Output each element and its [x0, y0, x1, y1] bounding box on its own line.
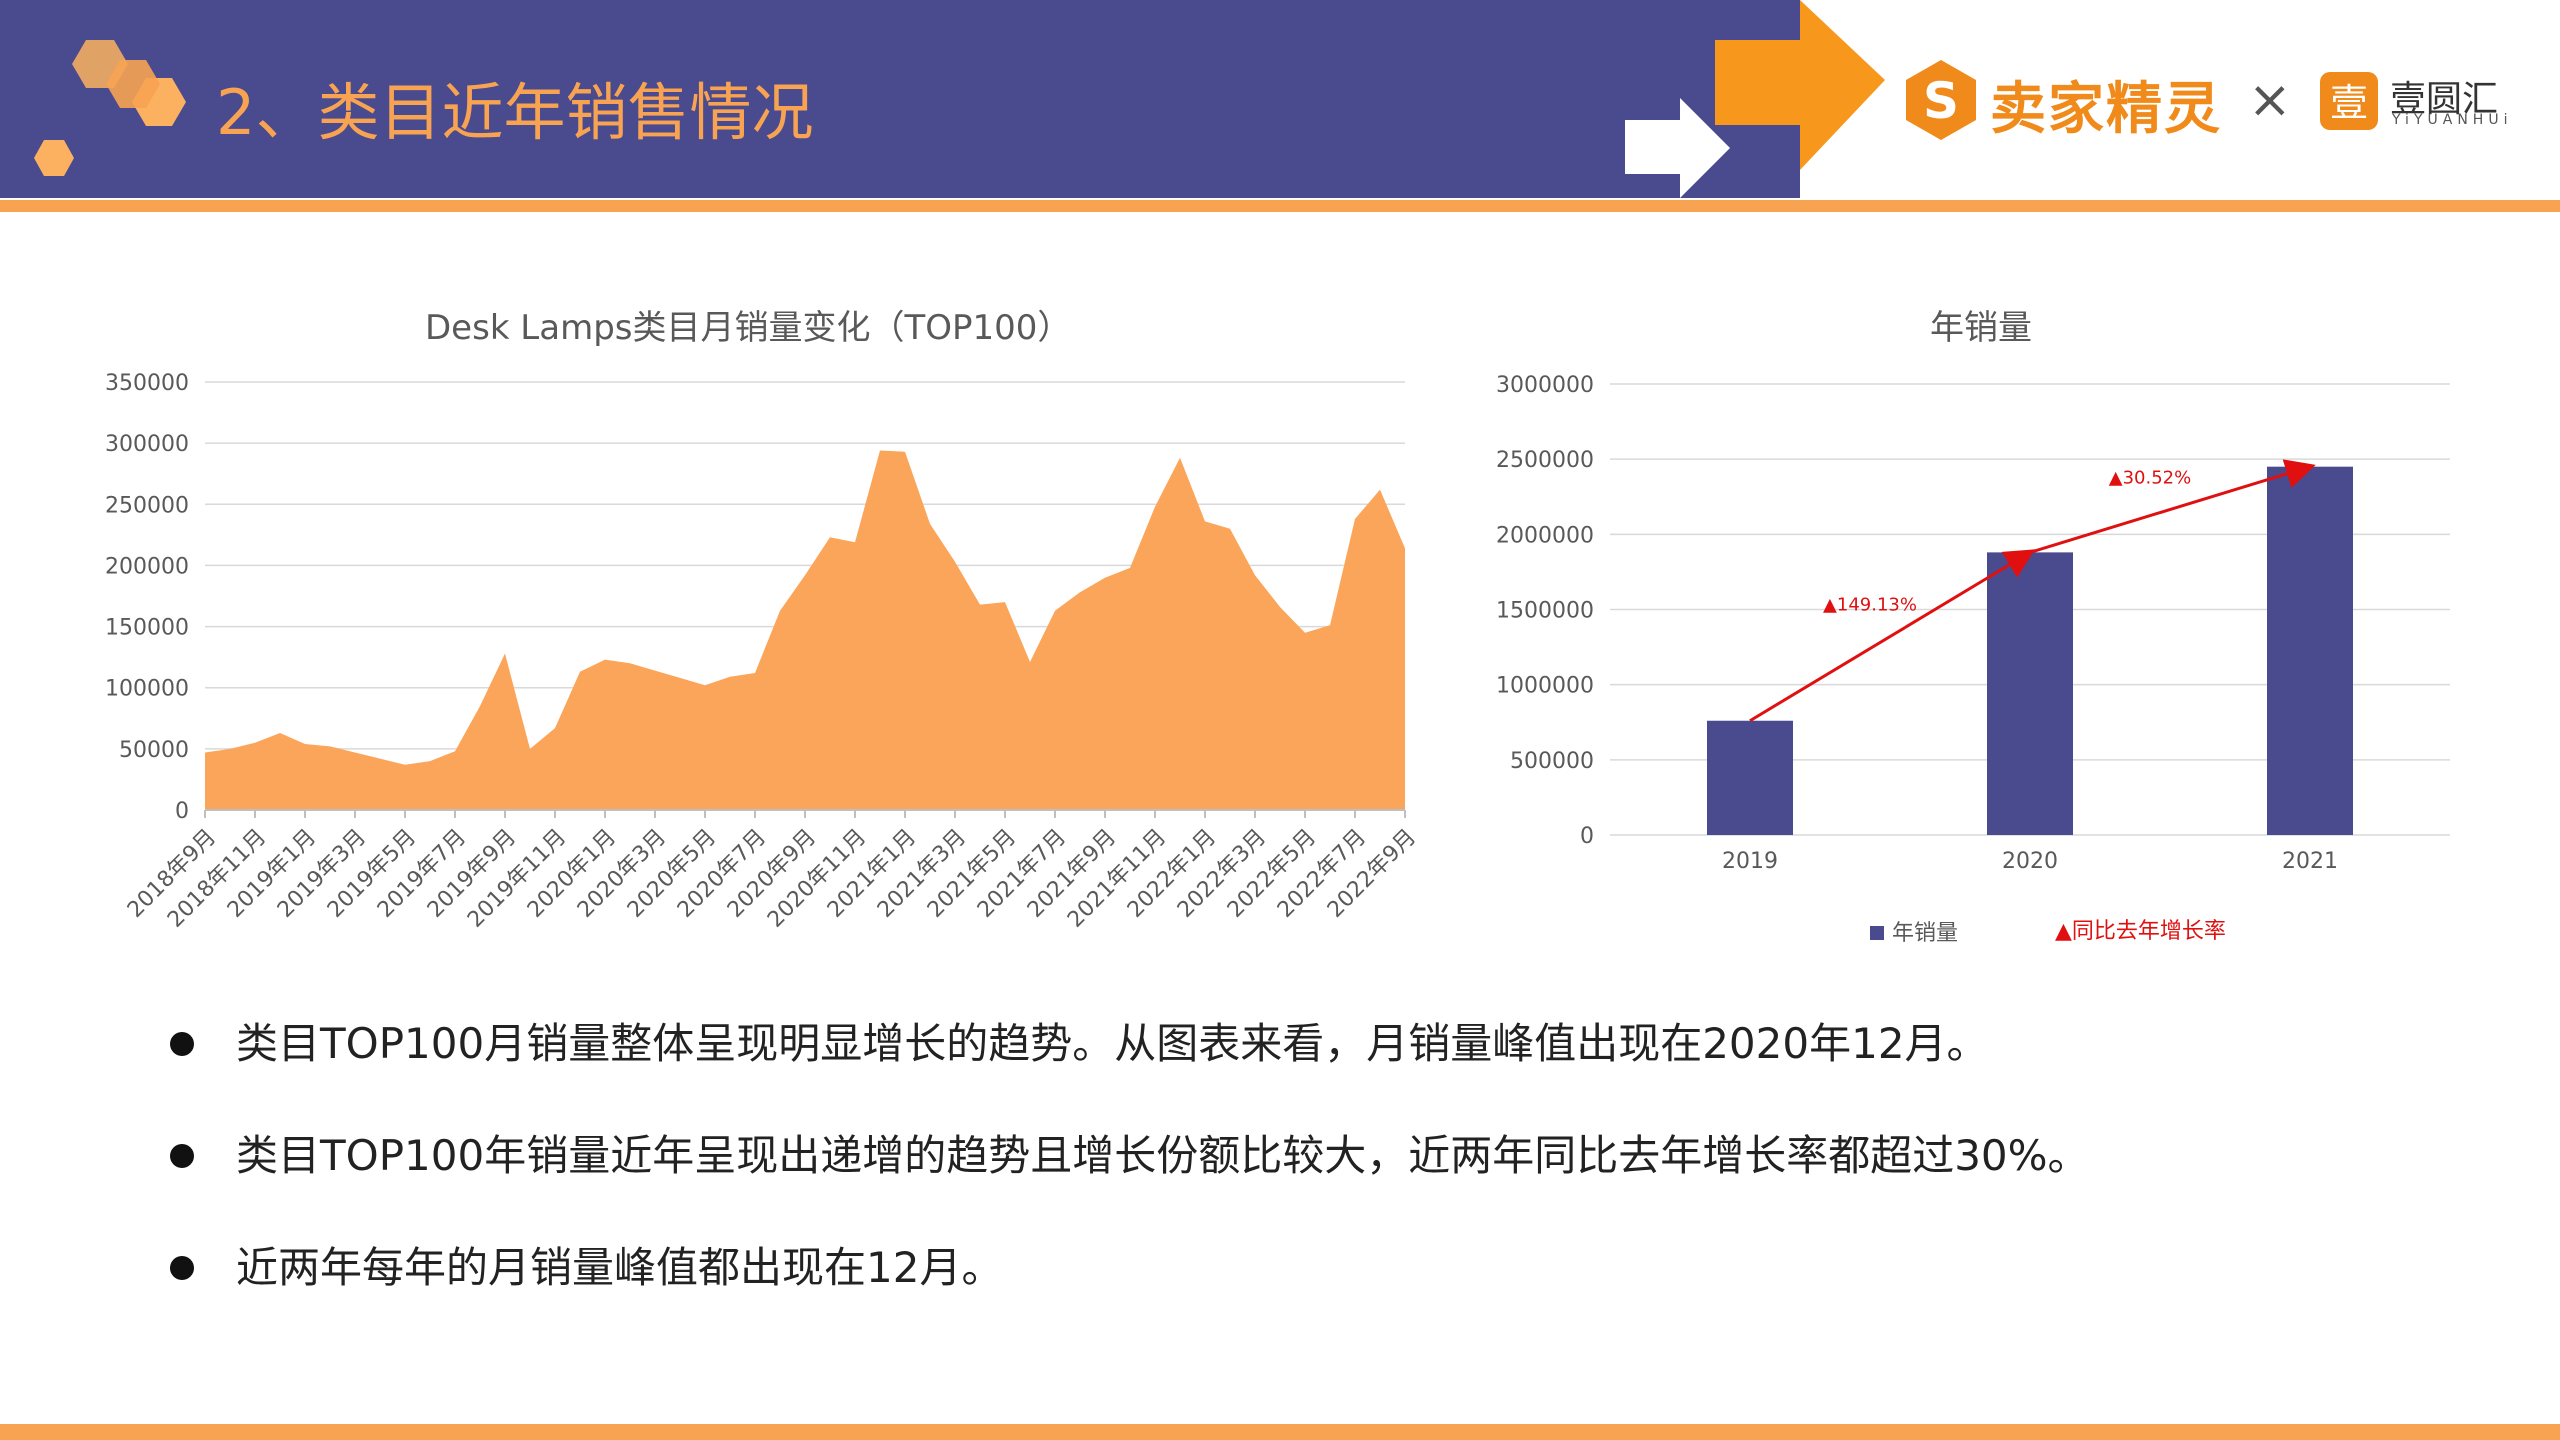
bar: [1707, 720, 1793, 835]
bullet-dot-icon: [170, 1032, 194, 1056]
legend-swatch: [1870, 926, 1884, 940]
header-banner: [0, 0, 1800, 198]
hexagon-logo-icon: [34, 40, 186, 176]
y-tick-label: 50000: [119, 738, 189, 763]
bullet-dot-icon: [170, 1256, 194, 1280]
y-tick-label: 3000000: [1496, 373, 1594, 398]
y-tick-label: 150000: [105, 616, 189, 641]
brand-s-logo-icon: S: [1906, 60, 1976, 140]
y-tick-label: 100000: [105, 677, 189, 702]
y-tick-label: 300000: [105, 432, 189, 457]
y-tick-label: 1500000: [1496, 599, 1594, 624]
y-tick-label: 2500000: [1496, 448, 1594, 473]
y-tick-label: 0: [175, 799, 189, 824]
growth-label: ▲149.13%: [1823, 595, 1917, 616]
bullet-item: 类目TOP100年销量近年呈现出递增的趋势且增长份额比较大，近两年同比去年增长率…: [160, 1122, 2460, 1234]
brand-primary-name: 卖家精灵: [1990, 77, 2222, 142]
y-tick-label: 200000: [105, 554, 189, 579]
brand-secondary-subtitle: YiYUANHUi: [2392, 112, 2513, 128]
annual-sales-bar-chart: 0 500000 1000000 1500000 2000000 2500000 30000…: [1496, 373, 2450, 946]
x-tick-label: 2020: [2002, 849, 2058, 874]
y-tick-label: 1000000: [1496, 674, 1594, 699]
svg-text:S: S: [1923, 72, 1959, 130]
bullet-item: 近两年每年的月销量峰值都出现在12月。: [160, 1234, 2460, 1346]
x-tick-label: 2021: [2282, 849, 2338, 874]
y-tick-label: 2000000: [1496, 523, 1594, 548]
bar: [2267, 466, 2353, 835]
y-tick-label: 250000: [105, 493, 189, 518]
area-chart-title: Desk Lamps类目月销量变化（TOP100）: [425, 308, 1072, 348]
bullet-text: 类目TOP100年销量近年呈现出递增的趋势且增长份额比较大，近两年同比去年增长率…: [236, 1131, 2090, 1180]
header-accent-stripe: [0, 200, 2560, 212]
bullet-dot-icon: [170, 1144, 194, 1168]
y-tick-label: 500000: [1510, 749, 1594, 774]
brand-secondary-name: 壹圆汇: [2390, 79, 2499, 120]
svg-text:壹: 壹: [2330, 81, 2368, 125]
monthly-sales-area-chart: 0 50000 100000 150000 200000 250000 300000 3500…: [105, 371, 1420, 933]
brand-secondary-logo-icon: 壹: [2320, 72, 2378, 130]
legend-label: 年销量: [1892, 921, 1958, 946]
growth-label: ▲30.52%: [2109, 468, 2191, 489]
growth-arrow: [2029, 459, 2316, 554]
bar: [1987, 552, 2073, 835]
footer-accent-bar: [0, 1424, 2560, 1440]
x-tick-label: 2019: [1722, 849, 1778, 874]
brand-separator: ×: [2248, 70, 2292, 130]
bar-chart-title: 年销量: [1930, 308, 2032, 348]
legend-growth-label: ▲同比去年增长率: [2055, 919, 2226, 944]
growth-arrow: [1749, 549, 2036, 723]
bullet-text: 类目TOP100月销量整体呈现明显增长的趋势。从图表来看，月销量峰值出现在202…: [236, 1019, 1989, 1068]
arrow-decoration-icon: [1625, 0, 1885, 198]
bullet-item: 类目TOP100月销量整体呈现明显增长的趋势。从图表来看，月销量峰值出现在202…: [160, 1010, 2460, 1122]
summary-bullets: 类目TOP100月销量整体呈现明显增长的趋势。从图表来看，月销量峰值出现在202…: [160, 1010, 2460, 1346]
y-tick-label: 0: [1580, 824, 1594, 849]
bullet-text: 近两年每年的月销量峰值都出现在12月。: [236, 1243, 1004, 1292]
y-tick-label: 350000: [105, 371, 189, 396]
area-series: [205, 450, 1405, 810]
page-title: 2、类目近年销售情况: [216, 76, 814, 149]
